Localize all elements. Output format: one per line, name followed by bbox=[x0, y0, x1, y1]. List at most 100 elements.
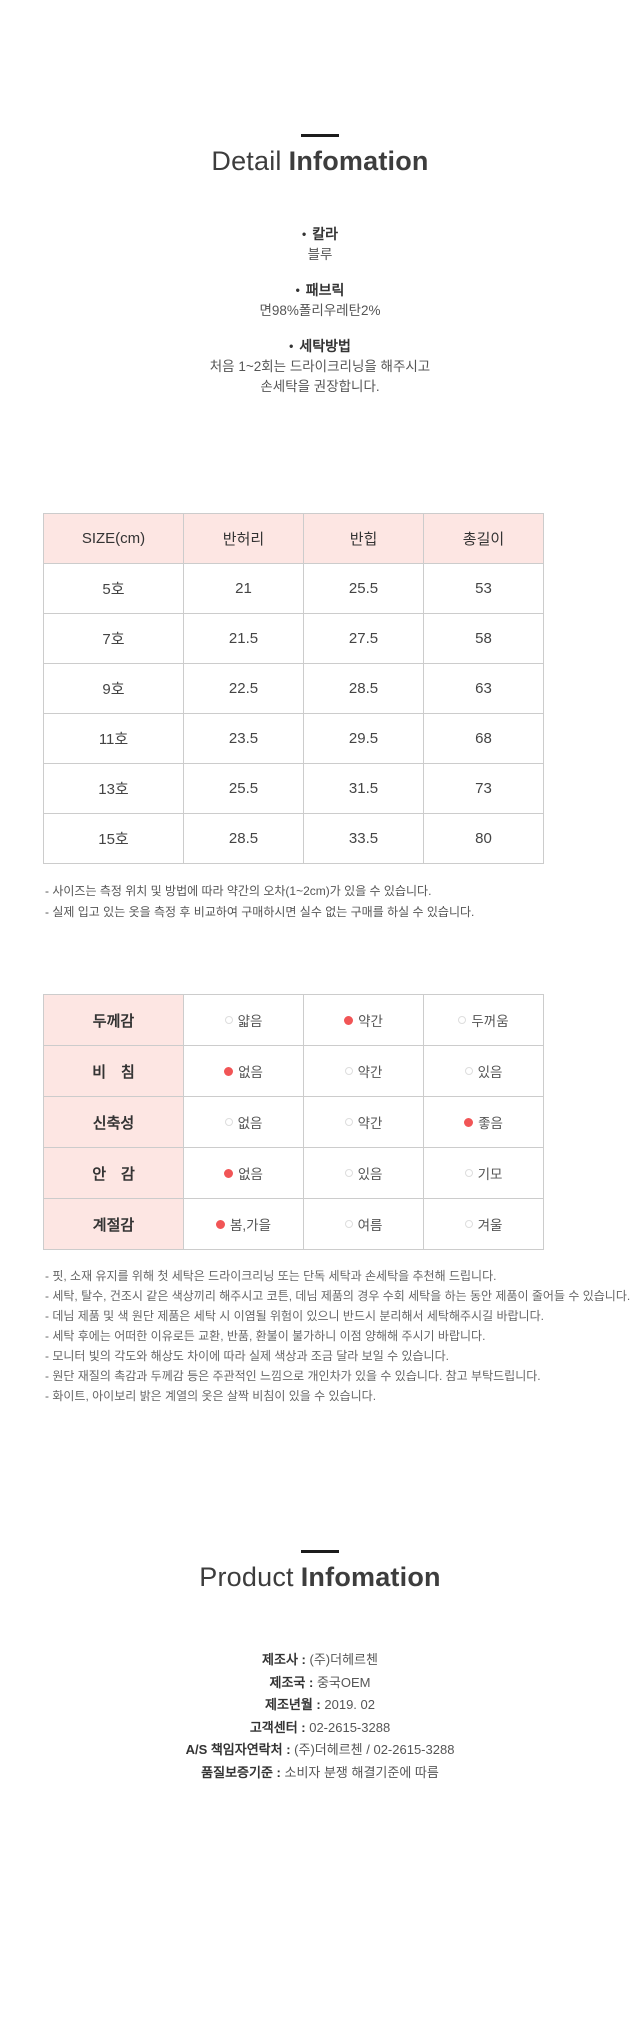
property-row: 계절감 봄,가을 여름 겨울 bbox=[43, 1198, 544, 1250]
info-item-line: 블루 bbox=[307, 247, 333, 262]
product-field-value: 중국OEM bbox=[316, 1674, 371, 1690]
detail-title-light: Detail bbox=[211, 146, 282, 176]
property-option-label: 약간 bbox=[358, 1014, 383, 1029]
product-field: 품질보증기준 : 소비자 분쟁 해결기준에 따름 bbox=[0, 1762, 640, 1785]
property-option-inner: 약간 bbox=[344, 1061, 382, 1081]
property-label: 안 감 bbox=[43, 1147, 184, 1199]
radio-unselected-icon bbox=[464, 1067, 473, 1075]
property-row: 신축성 없음 약간 좋음 bbox=[43, 1096, 544, 1148]
property-option-label: 겨울 bbox=[477, 1218, 503, 1233]
property-option-inner: 좋음 bbox=[464, 1112, 503, 1132]
bullet-icon: • bbox=[295, 283, 300, 297]
info-item-lines: 처음 1~2회는 드라이크리닝을 해주시고 손세탁을 권장합니다. bbox=[0, 357, 640, 397]
care-note-line: - 화이트, 아이보리 밝은 계열의 옷은 살짝 비침이 있을 수 있습니다. bbox=[45, 1389, 377, 1403]
product-title-bold: Infomation bbox=[300, 1562, 441, 1592]
property-option-label: 있음 bbox=[477, 1065, 503, 1080]
property-option-inner: 봄,가을 bbox=[215, 1214, 271, 1234]
property-option: 없음 bbox=[183, 1045, 304, 1097]
property-option: 여름 bbox=[303, 1198, 424, 1250]
property-option-inner: 없음 bbox=[224, 1112, 263, 1132]
care-note-line: - 세탁, 탈수, 건조시 같은 색상끼리 해주시고 코튼, 데님 제품의 경우… bbox=[45, 1289, 631, 1303]
detail-info-list: • 칼라 블루 • 패브릭 면98%폴리우레탄2% • 세탁방법 처음 1~2회는 드… bbox=[0, 223, 640, 397]
property-option-inner: 있음 bbox=[344, 1163, 383, 1183]
property-row: 두께감 얇음 약간 두꺼움 bbox=[43, 994, 544, 1046]
size-cell: 33.5 bbox=[303, 813, 424, 864]
product-fields-list: 제조사 : (주)더헤르첸 제조국 : 중국OEM 제조년월 : 2019. 02 고… bbox=[0, 1649, 640, 1944]
detail-title-bold: Infomation bbox=[288, 146, 429, 176]
property-option: 있음 bbox=[303, 1147, 424, 1199]
size-cell: 15호 bbox=[43, 813, 184, 864]
property-option-label: 좋음 bbox=[478, 1116, 503, 1131]
radio-unselected-icon bbox=[458, 1016, 467, 1024]
info-item-header: • 패브릭 bbox=[0, 279, 640, 301]
property-option: 기모 bbox=[423, 1147, 544, 1199]
size-cell: 73 bbox=[423, 763, 544, 814]
property-row: 비 침 없음 약간 있음 bbox=[43, 1045, 544, 1097]
property-option: 약간 bbox=[303, 994, 424, 1046]
product-section-divider bbox=[301, 1550, 339, 1553]
size-col-header: SIZE(cm) bbox=[43, 513, 184, 564]
property-table-body: 두께감 얇음 약간 두꺼움 비 침 없음 약간 있음 신축성 없음 약간 좋음 안 감 없음 있음 기모 계절감… bbox=[43, 994, 544, 1250]
property-option-inner: 여름 bbox=[344, 1214, 382, 1234]
size-note-line: - 사이즈는 측정 위치 및 방법에 따라 약간의 오차(1~2cm)가 있을 … bbox=[45, 884, 432, 898]
size-col-header: 반힙 bbox=[303, 513, 424, 564]
care-note-line: - 데님 제품 및 색 원단 제품은 세탁 시 이염될 위험이 있으니 반드시 … bbox=[45, 1309, 544, 1323]
size-col-header: 반허리 bbox=[183, 513, 304, 564]
property-option-inner: 약간 bbox=[344, 1112, 383, 1132]
size-note-line: - 실제 입고 있는 옷을 측정 후 비교하여 구매하시면 실수 없는 구매를 … bbox=[45, 905, 475, 919]
product-field-value: 소비자 분쟁 해결기준에 따름 bbox=[284, 1764, 439, 1780]
radio-unselected-icon bbox=[344, 1118, 353, 1126]
property-option-inner: 두꺼움 bbox=[458, 1010, 509, 1030]
property-label: 두께감 bbox=[43, 994, 184, 1046]
size-cell: 29.5 bbox=[303, 713, 424, 764]
info-item-label: 패브릭 bbox=[305, 282, 345, 298]
product-field-label: 제조사 : bbox=[262, 1652, 310, 1667]
product-field-label: 제조국 : bbox=[269, 1674, 317, 1690]
radio-unselected-icon bbox=[464, 1169, 473, 1177]
radio-unselected-icon bbox=[224, 1016, 233, 1024]
product-field: 제조사 : (주)더헤르첸 bbox=[0, 1649, 640, 1672]
size-cell: 5호 bbox=[43, 563, 184, 614]
info-item: • 칼라 블루 bbox=[0, 223, 640, 265]
property-option: 좋음 bbox=[423, 1096, 544, 1148]
property-option-label: 있음 bbox=[357, 1167, 383, 1182]
radio-selected-icon bbox=[215, 1219, 225, 1229]
property-option-label: 약간 bbox=[357, 1116, 383, 1131]
product-field-value: 2019. 02 bbox=[324, 1697, 375, 1712]
size-cell: 13호 bbox=[43, 763, 184, 814]
info-item: • 패브릭 면98%폴리우레탄2% bbox=[0, 279, 640, 321]
property-row: 안 감 없음 있음 기모 bbox=[43, 1147, 544, 1199]
property-option-label: 없음 bbox=[238, 1167, 263, 1182]
radio-selected-icon bbox=[344, 1015, 354, 1025]
size-cell: 25.5 bbox=[303, 563, 424, 614]
property-option-label: 없음 bbox=[237, 1116, 263, 1131]
info-item-line: 처음 1~2회는 드라이크리닝을 해주시고 bbox=[209, 359, 431, 374]
property-option-inner: 없음 bbox=[224, 1163, 263, 1183]
property-option-inner: 약간 bbox=[344, 1010, 383, 1030]
property-label: 비 침 bbox=[43, 1045, 184, 1097]
property-option: 두꺼움 bbox=[423, 994, 544, 1046]
property-option: 얇음 bbox=[183, 994, 304, 1046]
info-item-line: 면98%폴리우레탄2% bbox=[259, 303, 381, 318]
size-cell: 58 bbox=[423, 613, 544, 664]
product-field-label: 품질보증기준 : bbox=[201, 1764, 285, 1780]
size-cell: 28.5 bbox=[303, 663, 424, 714]
product-field-label: 제조년월 : bbox=[264, 1697, 325, 1712]
radio-unselected-icon bbox=[344, 1169, 353, 1177]
size-cell: 21.5 bbox=[183, 613, 304, 664]
info-item-label: 세탁방법 bbox=[299, 338, 351, 354]
size-cell: 27.5 bbox=[303, 613, 424, 664]
size-table-row: 7호 21.5 27.5 58 bbox=[43, 613, 544, 664]
info-item-lines: 면98%폴리우레탄2% bbox=[0, 301, 640, 321]
size-cell: 63 bbox=[423, 663, 544, 714]
info-item: • 세탁방법 처음 1~2회는 드라이크리닝을 해주시고 손세탁을 권장합니다. bbox=[0, 335, 640, 397]
bullet-icon: • bbox=[289, 339, 294, 353]
property-option-inner: 겨울 bbox=[464, 1214, 503, 1234]
size-cell: 11호 bbox=[43, 713, 184, 764]
property-option-inner: 있음 bbox=[464, 1061, 503, 1081]
product-field-label: A/S 책임자연락처 : bbox=[185, 1742, 295, 1757]
radio-selected-icon bbox=[224, 1168, 234, 1178]
size-cell: 22.5 bbox=[183, 663, 304, 714]
product-field-value: (주)더헤르첸 / 02-2615-3288 bbox=[294, 1742, 455, 1757]
size-cell: 21 bbox=[183, 563, 304, 614]
